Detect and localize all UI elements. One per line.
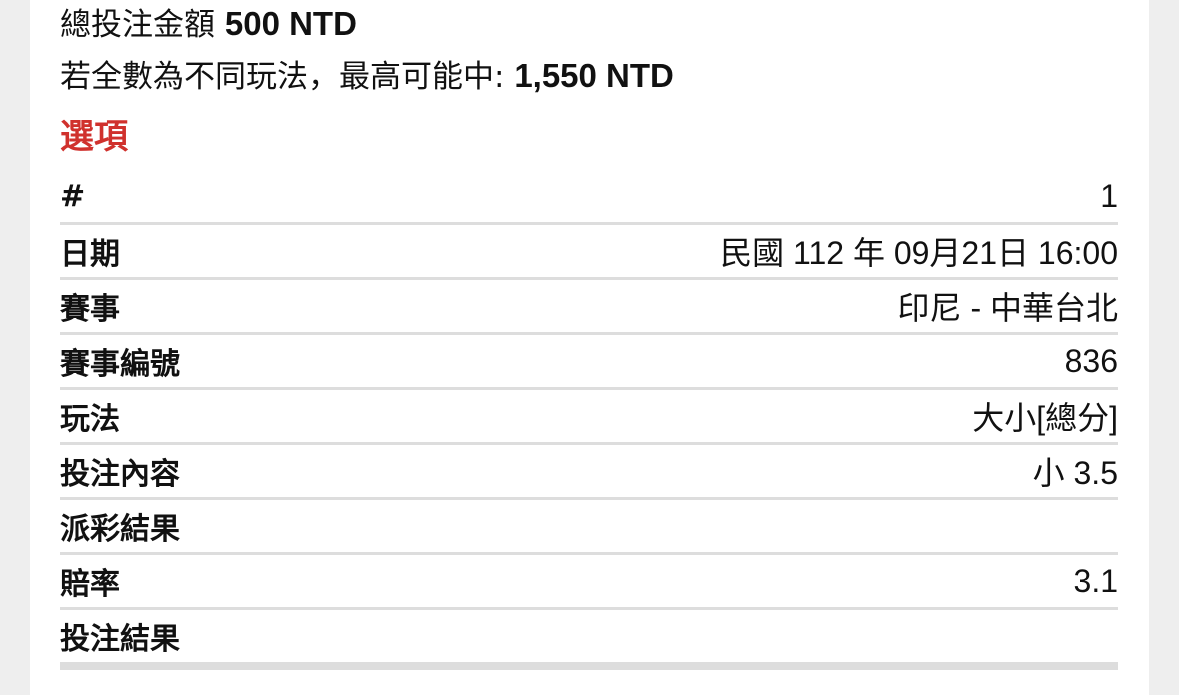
table-row: 賽事編號 836: [60, 335, 1118, 390]
table-row: 玩法 大小[總分]: [60, 390, 1118, 445]
row-value: 民國 112 年 09月21日 16:00: [720, 235, 1118, 271]
max-win-label: 若全數為不同玩法，最高可能中:: [60, 59, 505, 95]
row-value: 印尼 - 中華台北: [897, 290, 1118, 326]
table-row: 派彩結果: [60, 500, 1118, 555]
row-key: 賠率: [60, 567, 120, 602]
total-bet-line: 總投注金額 500 NTD: [60, 0, 357, 52]
total-bet-value: 500 NTD: [224, 5, 357, 42]
row-value: 小 3.5: [1032, 455, 1118, 491]
max-win-value: 1,550 NTD: [514, 57, 674, 94]
row-key: 日期: [60, 237, 120, 272]
table-row: 投注結果: [60, 610, 1118, 670]
row-value: 3.1: [1073, 562, 1118, 599]
table-row: 賽事 印尼 - 中華台北: [60, 280, 1118, 335]
bet-detail-panel: 總投注金額 500 NTD 若全數為不同玩法，最高可能中: 1,550 NTD …: [30, 0, 1149, 695]
table-row: 日期 民國 112 年 09月21日 16:00: [60, 225, 1118, 280]
row-key: 派彩結果: [60, 512, 180, 547]
row-value: 大小[總分]: [972, 400, 1118, 436]
section-title: 選項: [60, 117, 128, 157]
table-row: 投注內容 小 3.5: [60, 445, 1118, 500]
row-key: 玩法: [60, 402, 120, 437]
table-row: 賠率 3.1: [60, 555, 1118, 610]
row-key: 投注結果: [60, 622, 180, 657]
row-key: #: [60, 178, 86, 214]
total-bet-label: 總投注金額: [60, 7, 215, 43]
max-win-line: 若全數為不同玩法，最高可能中: 1,550 NTD: [60, 52, 674, 104]
row-value: 1: [1100, 177, 1118, 214]
row-key: 賽事: [60, 292, 120, 327]
row-key: 賽事編號: [60, 347, 180, 382]
row-key: 投注內容: [60, 457, 180, 492]
row-value: 836: [1064, 342, 1118, 379]
table-row: #1: [60, 170, 1118, 225]
bet-options-table: #1 日期 民國 112 年 09月21日 16:00 賽事 印尼 - 中華台北 賽…: [60, 170, 1118, 670]
